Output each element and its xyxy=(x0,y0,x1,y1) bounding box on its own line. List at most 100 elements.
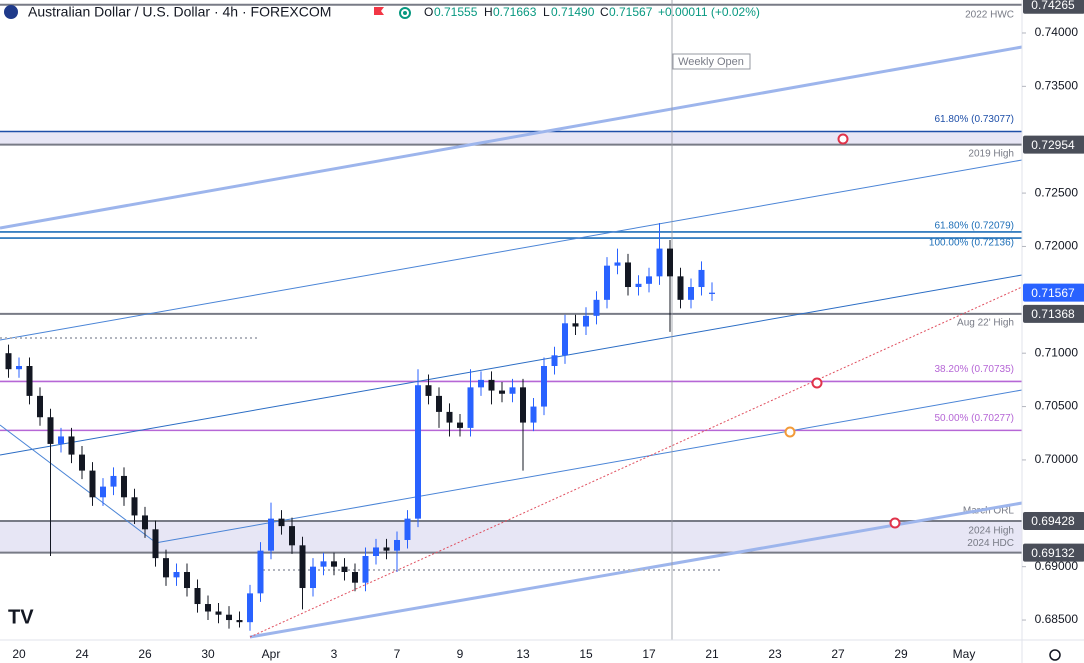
y-tick-label: 0.70000 xyxy=(1035,452,1079,466)
candle-body xyxy=(110,475,117,487)
candle-body xyxy=(520,387,526,423)
price-badge xyxy=(1023,0,1084,14)
x-tick-label: 23 xyxy=(768,647,782,661)
y-tick-label: 0.71000 xyxy=(1035,345,1079,359)
price-badge-label: 0.74265 xyxy=(1031,0,1075,12)
trend-line xyxy=(0,159,1023,341)
x-tick-label: 15 xyxy=(579,647,593,661)
candle-body xyxy=(467,387,474,428)
candle-body xyxy=(352,572,358,583)
ohlc-key: L xyxy=(543,5,550,19)
status-dot xyxy=(403,11,407,15)
candle-body xyxy=(341,566,348,573)
trend-lines xyxy=(0,0,1023,640)
candle-body xyxy=(646,276,652,284)
x-tick-label: May xyxy=(953,647,976,661)
candle-body xyxy=(100,486,106,498)
level-label: March ORL xyxy=(963,506,1015,517)
y-tick-label: 0.74000 xyxy=(1035,25,1079,39)
candle-body xyxy=(562,323,568,356)
ohlc-value: 0.71490 xyxy=(551,5,595,19)
marker xyxy=(784,426,796,438)
y-tick-label: 0.73500 xyxy=(1035,79,1079,93)
x-tick-label: 26 xyxy=(138,647,152,661)
candle-body xyxy=(551,355,558,367)
price-badge xyxy=(1023,543,1084,562)
candle-body xyxy=(79,454,85,471)
candle-body xyxy=(26,366,33,396)
marker xyxy=(811,377,823,389)
settings-icon[interactable] xyxy=(1049,649,1061,661)
candle-body xyxy=(509,387,516,394)
candle-body xyxy=(635,283,642,288)
ohlc-key: C xyxy=(600,5,609,19)
x-tick-label: Apr xyxy=(262,647,281,661)
candle-body xyxy=(394,539,400,551)
candle-body xyxy=(404,518,411,540)
candle-body xyxy=(226,614,232,621)
candle-body xyxy=(58,436,64,444)
candle-body xyxy=(5,353,12,370)
level-label: Aug 22' High xyxy=(957,318,1014,329)
candle-body xyxy=(677,276,684,300)
candle-body xyxy=(457,422,463,428)
x-tick-label: 3 xyxy=(331,647,338,661)
candle-body xyxy=(383,547,390,551)
candle-body xyxy=(205,604,211,612)
candle-body xyxy=(289,526,295,546)
price-badge-label: 0.72954 xyxy=(1031,138,1075,152)
trend-line xyxy=(0,45,1023,230)
candle-body xyxy=(68,436,75,455)
candle-body xyxy=(625,262,631,288)
logo: TV xyxy=(8,606,34,628)
candle-body xyxy=(320,561,327,567)
candle-body xyxy=(373,547,379,556)
ohlc-value: 0.71555 xyxy=(434,5,478,19)
marker xyxy=(889,517,901,529)
candle-body xyxy=(16,366,22,370)
candle-body xyxy=(268,518,274,551)
x-tick-label: 30 xyxy=(201,647,215,661)
candle-body xyxy=(299,545,306,589)
price-badge-label: 0.69428 xyxy=(1031,514,1075,528)
trend-line xyxy=(154,389,1023,544)
candle-body xyxy=(236,620,243,623)
candle-body xyxy=(163,558,169,578)
candle-body xyxy=(446,411,453,423)
candle-body xyxy=(184,572,190,589)
candle-body xyxy=(667,248,673,277)
x-tick-label: 13 xyxy=(516,647,530,661)
candle-body xyxy=(47,417,54,444)
candle-body xyxy=(415,385,421,519)
x-tick-label: 9 xyxy=(457,647,464,661)
ohlc-value: 0.71567 xyxy=(609,5,653,19)
x-tick-label: 29 xyxy=(894,647,908,661)
candle-body xyxy=(688,287,694,300)
level-label: 100.00% (0.72136) xyxy=(929,238,1014,249)
candle-body xyxy=(131,497,138,516)
candle-body xyxy=(709,292,715,294)
ohlc-key: H xyxy=(484,5,493,19)
candle-body xyxy=(530,406,537,423)
candle-body xyxy=(152,529,159,559)
candle-body xyxy=(593,299,600,316)
candle-body xyxy=(488,379,495,391)
candle-body xyxy=(173,572,180,578)
candle-body xyxy=(478,379,484,388)
ohlc-key: O xyxy=(424,5,433,19)
candle-body xyxy=(698,269,705,288)
x-tick-label: 7 xyxy=(394,647,401,661)
level-label: 61.80% (0.72079) xyxy=(934,221,1014,232)
candle-body xyxy=(331,561,337,567)
x-tick-label: 21 xyxy=(705,647,719,661)
annotation-box xyxy=(672,53,751,70)
candle-body xyxy=(499,390,505,394)
x-tick-label: 27 xyxy=(831,647,845,661)
candle-body xyxy=(278,518,285,527)
candle-body xyxy=(310,566,316,589)
candle-body xyxy=(656,248,663,277)
price-badge xyxy=(1023,304,1084,323)
ohlc-value: 0.71663 xyxy=(493,5,537,19)
